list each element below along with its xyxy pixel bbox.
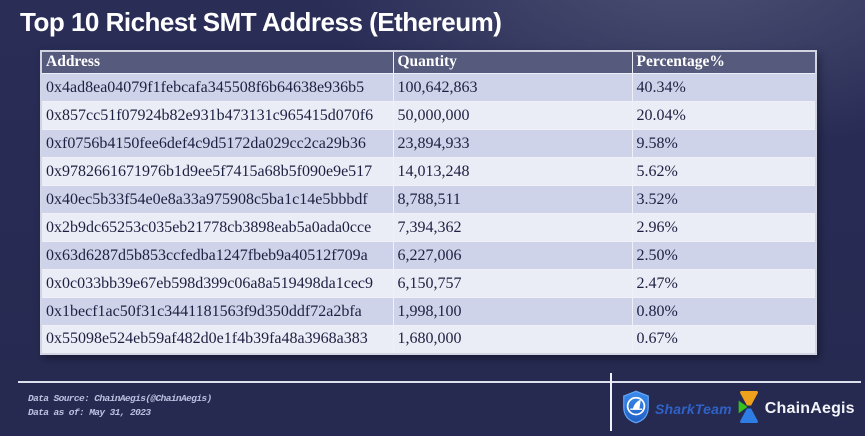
cell-percentage: 0.67% — [631, 325, 817, 354]
table-row: 0x55098e524eb59af482d0e1f4b39fa48a3968a3… — [40, 325, 817, 354]
table-row: 0xf0756b4150fee6def4c9d5172da029cc2ca29b… — [40, 129, 817, 158]
table-row: 0x9782661671976b1d9ee5f7415a68b5f090e9e5… — [40, 157, 817, 186]
table-row: 0x857cc51f07924b82e931b473131c965415d070… — [40, 101, 817, 130]
table-row: 0x40ec5b33f54e0e8a33a975908c5ba1c14e5bbb… — [40, 185, 817, 214]
footer-source-block: Data Source: ChainAegis(@ChainAegis) Dat… — [28, 392, 212, 420]
table-row: 0x63d6287d5b853ccfedba1247fbeb9a40512f70… — [40, 241, 817, 270]
cell-quantity: 6,150,757 — [392, 269, 633, 298]
table-row: 0x0c033bb39e67eb598d399c06a8a519498da1ce… — [40, 269, 817, 298]
richest-address-table-container: Address Quantity Percentage% 0x4ad8ea040… — [40, 50, 817, 355]
cell-quantity: 100,642,863 — [392, 73, 633, 102]
data-as-of-text: Data as of: May 31, 2023 — [28, 407, 151, 418]
cell-percentage: 2.96% — [631, 213, 817, 242]
cell-quantity: 6,227,006 — [392, 241, 633, 270]
cell-address: 0xf0756b4150fee6def4c9d5172da029cc2ca29b… — [40, 129, 394, 158]
cell-address: 0x55098e524eb59af482d0e1f4b39fa48a3968a3… — [40, 325, 394, 354]
cell-address: 0x1becf1ac50f31c3441181563f9d350ddf72a2b… — [40, 297, 394, 326]
sharkteam-label: SharkTeam — [655, 401, 732, 417]
sharkteam-shield-icon — [622, 390, 650, 429]
footer-divider-horizontal — [18, 381, 861, 383]
cell-quantity: 50,000,000 — [392, 101, 633, 130]
data-source-text: Data Source: ChainAegis(@ChainAegis) — [28, 393, 212, 404]
table-body: 0x4ad8ea04079f1febcafa345508f6b64638e936… — [40, 73, 817, 354]
table-header-row: Address Quantity Percentage% — [40, 50, 817, 74]
cell-quantity: 1,998,100 — [392, 297, 633, 326]
footer-divider-vertical — [610, 373, 612, 431]
chainaegis-label: ChainAegis — [764, 400, 855, 417]
cell-address: 0x63d6287d5b853ccfedba1247fbeb9a40512f70… — [40, 241, 394, 270]
cell-percentage: 2.47% — [631, 269, 817, 298]
richest-address-table: Address Quantity Percentage% 0x4ad8ea040… — [40, 50, 817, 355]
cell-address: 0x2b9dc65253c035eb21778cb3898eab5a0ada0c… — [40, 213, 394, 242]
column-header-quantity: Quantity — [392, 50, 633, 74]
cell-percentage: 20.04% — [631, 101, 817, 130]
cell-quantity: 7,394,362 — [392, 213, 633, 242]
cell-address: 0x9782661671976b1d9ee5f7415a68b5f090e9e5… — [40, 157, 394, 186]
cell-address: 0x4ad8ea04079f1febcafa345508f6b64638e936… — [40, 73, 394, 102]
cell-address: 0x857cc51f07924b82e931b473131c965415d070… — [40, 101, 394, 130]
column-header-address: Address — [40, 50, 394, 74]
cell-percentage: 0.80% — [631, 297, 817, 326]
column-header-percentage: Percentage% — [631, 50, 817, 74]
table-row: 0x4ad8ea04079f1febcafa345508f6b64638e936… — [40, 73, 817, 102]
sharkteam-logo: SharkTeam — [622, 390, 732, 429]
cell-quantity: 14,013,248 — [392, 157, 633, 186]
cell-percentage: 3.52% — [631, 185, 817, 214]
footer-logos: SharkTeam ChainAegis — [622, 390, 855, 428]
cell-percentage: 40.34% — [631, 73, 817, 102]
page-title: Top 10 Richest SMT Address (Ethereum) — [20, 7, 502, 37]
chainaegis-hourglass-icon — [738, 390, 760, 428]
cell-quantity: 8,788,511 — [392, 185, 633, 214]
cell-percentage: 5.62% — [631, 157, 817, 186]
cell-percentage: 2.50% — [631, 241, 817, 270]
table-row: 0x2b9dc65253c035eb21778cb3898eab5a0ada0c… — [40, 213, 817, 242]
cell-percentage: 9.58% — [631, 129, 817, 158]
cell-quantity: 23,894,933 — [392, 129, 633, 158]
cell-address: 0x0c033bb39e67eb598d399c06a8a519498da1ce… — [40, 269, 394, 298]
cell-address: 0x40ec5b33f54e0e8a33a975908c5ba1c14e5bbb… — [40, 185, 394, 214]
chainaegis-logo: ChainAegis — [738, 390, 855, 428]
table-row: 0x1becf1ac50f31c3441181563f9d350ddf72a2b… — [40, 297, 817, 326]
cell-quantity: 1,680,000 — [392, 325, 633, 354]
